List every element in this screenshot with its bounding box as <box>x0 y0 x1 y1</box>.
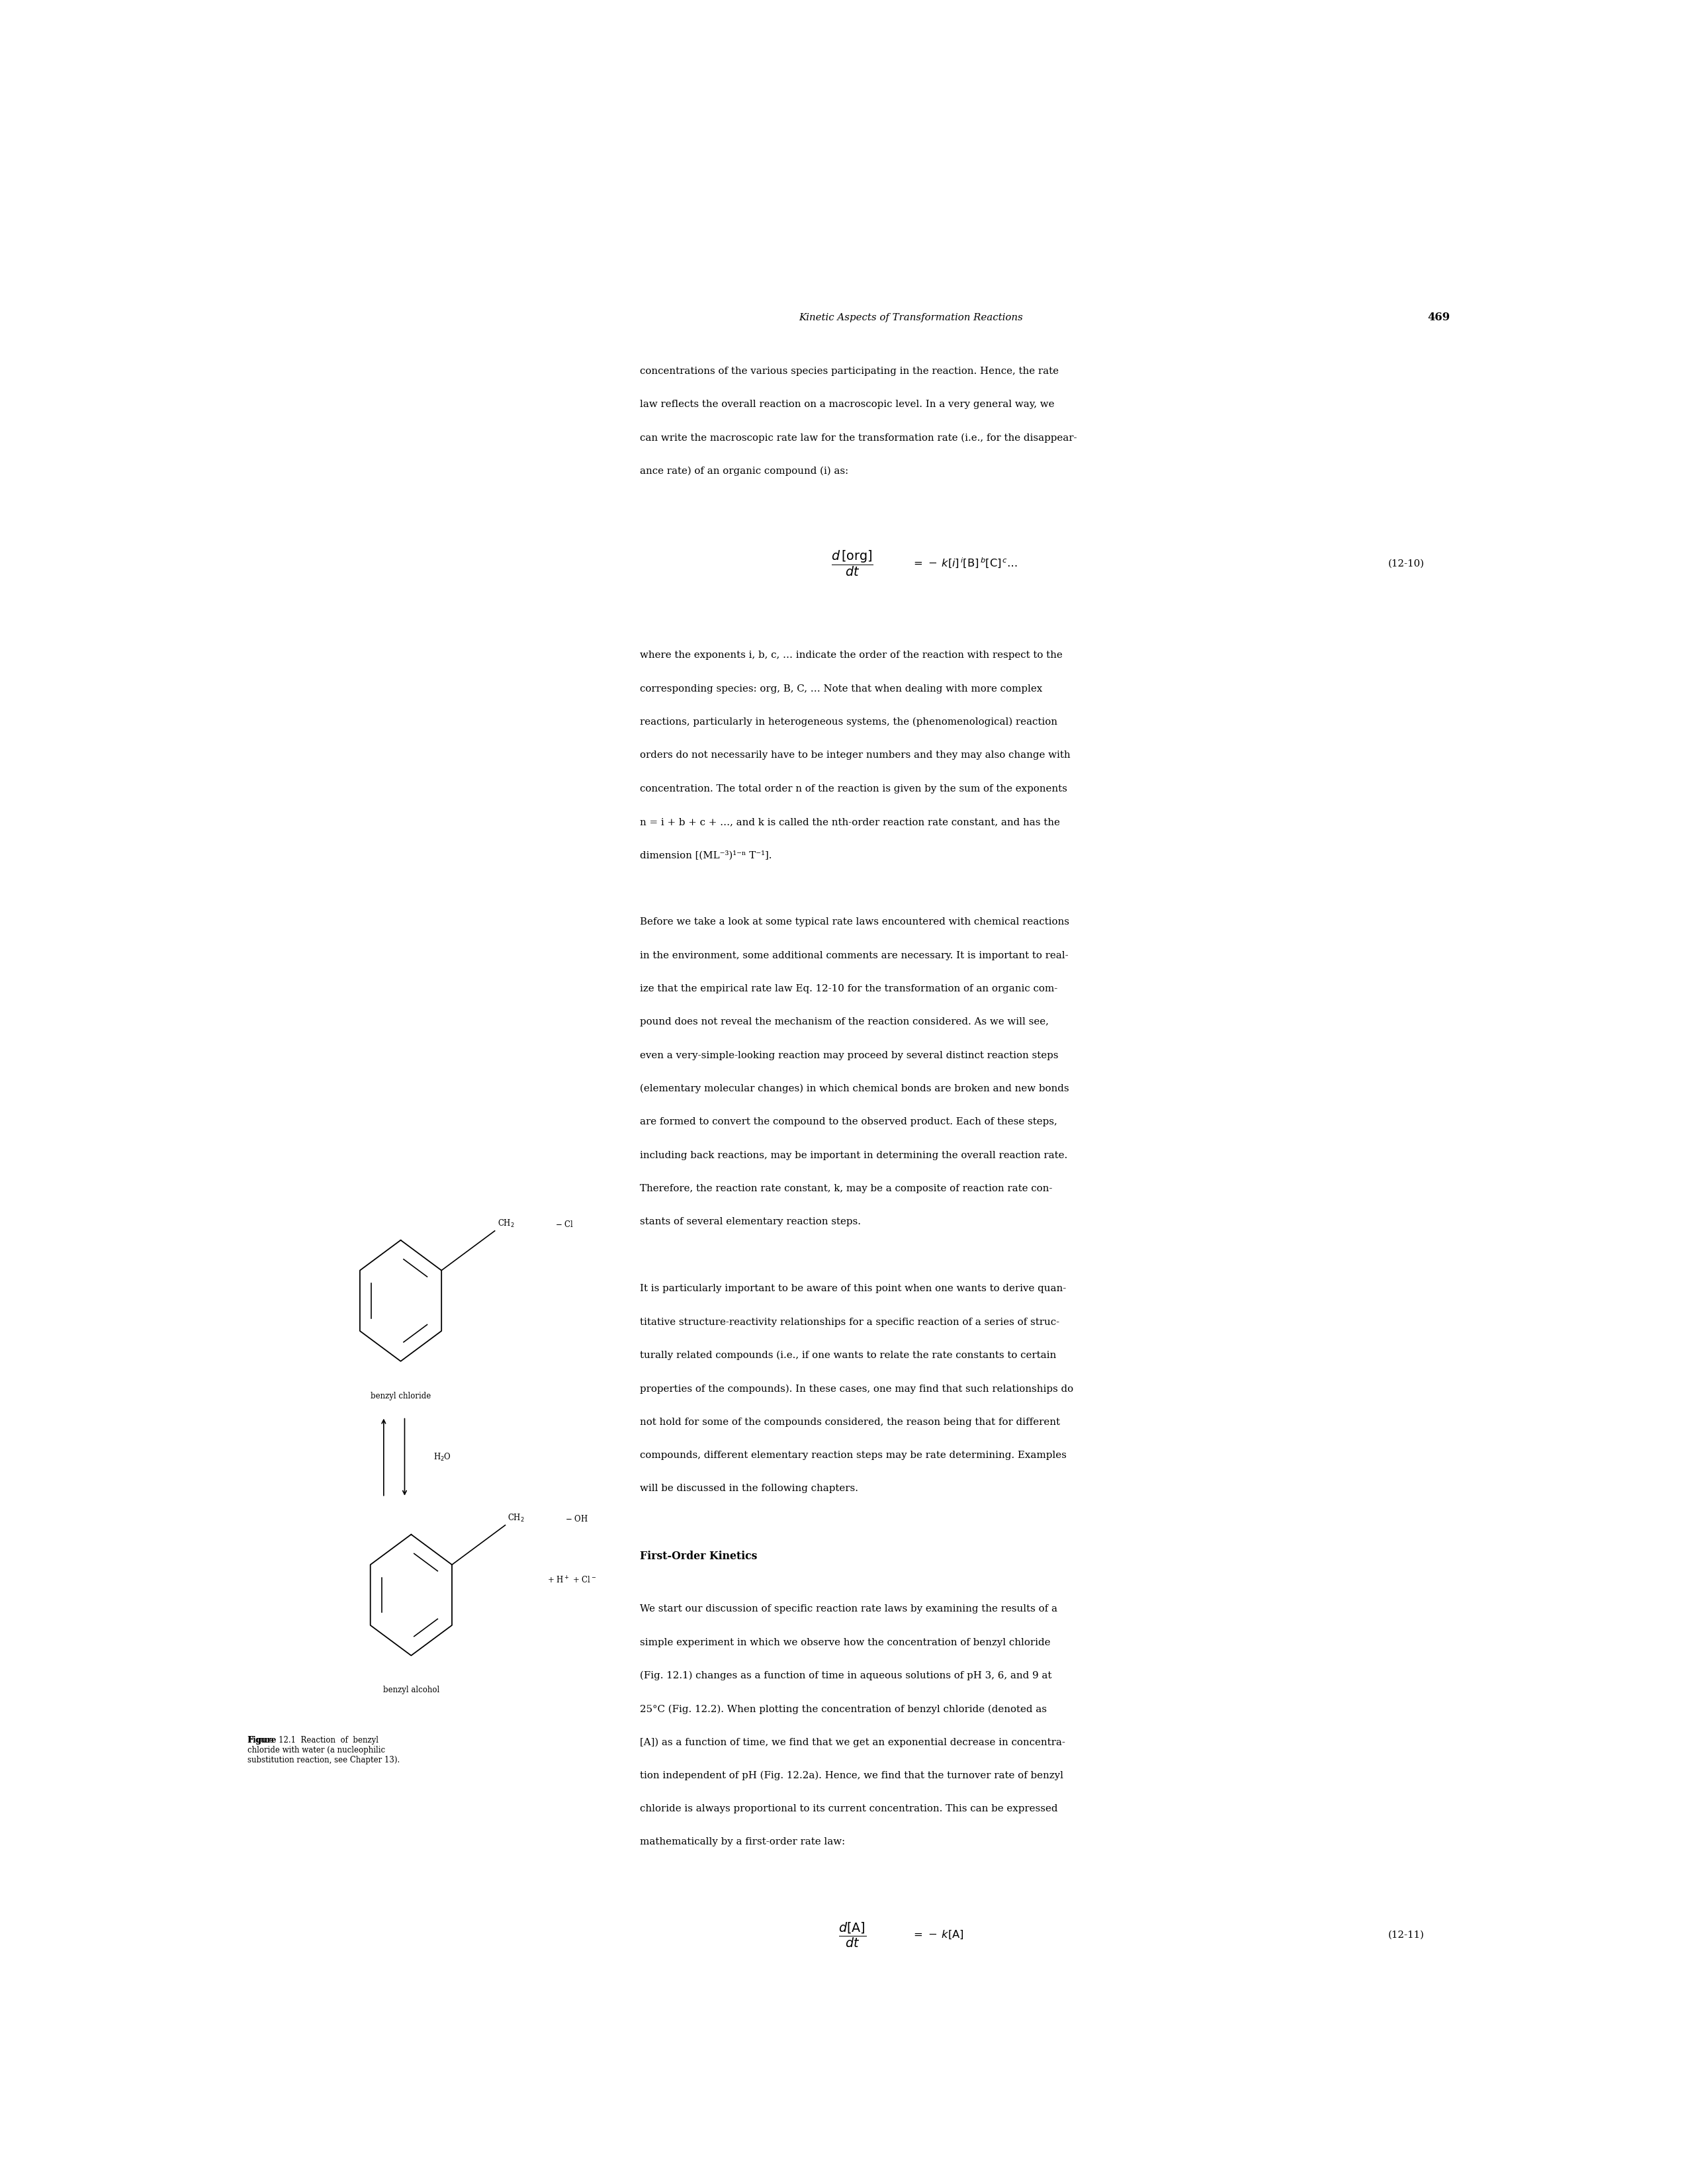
Text: are formed to convert the compound to the observed product. Each of these steps,: are formed to convert the compound to th… <box>640 1118 1057 1127</box>
Text: $\dfrac{d\,[\mathrm{org}]}{dt}$: $\dfrac{d\,[\mathrm{org}]}{dt}$ <box>830 548 873 579</box>
Text: will be discussed in the following chapters.: will be discussed in the following chapt… <box>640 1483 859 1494</box>
Text: turally related compounds (i.e., if one wants to relate the rate constants to ce: turally related compounds (i.e., if one … <box>640 1350 1057 1361</box>
Text: not hold for some of the compounds considered, the reason being that for differe: not hold for some of the compounds consi… <box>640 1417 1060 1426</box>
Text: even a very-simple-looking reaction may proceed by several distinct reaction ste: even a very-simple-looking reaction may … <box>640 1051 1058 1059</box>
Text: CH$_2$: CH$_2$ <box>498 1219 515 1230</box>
Text: where the exponents i, b, c, … indicate the order of the reaction with respect t: where the exponents i, b, c, … indicate … <box>640 651 1063 660</box>
Text: + H$^+$ + Cl$^-$: + H$^+$ + Cl$^-$ <box>547 1575 596 1586</box>
Text: concentrations of the various species participating in the reaction. Hence, the : concentrations of the various species pa… <box>640 367 1058 376</box>
Text: chloride is always proportional to its current concentration. This can be expres: chloride is always proportional to its c… <box>640 1804 1058 1813</box>
Text: concentration. The total order n of the reaction is given by the sum of the expo: concentration. The total order n of the … <box>640 784 1067 793</box>
Text: ance rate) of an organic compound (i) as:: ance rate) of an organic compound (i) as… <box>640 465 849 476</box>
Text: pound does not reveal the mechanism of the reaction considered. As we will see,: pound does not reveal the mechanism of t… <box>640 1018 1048 1026</box>
Text: Therefore, the reaction rate constant, k, may be a composite of reaction rate co: Therefore, the reaction rate constant, k… <box>640 1184 1053 1192</box>
Text: 25°C (Fig. 12.2). When plotting the concentration of benzyl chloride (denoted as: 25°C (Fig. 12.2). When plotting the conc… <box>640 1704 1047 1714</box>
Text: We start our discussion of specific reaction rate laws by examining the results : We start our discussion of specific reac… <box>640 1605 1058 1614</box>
Text: ize that the empirical rate law Eq. 12-10 for the transformation of an organic c: ize that the empirical rate law Eq. 12-1… <box>640 985 1058 994</box>
Text: tion independent of pH (Fig. 12.2a). Hence, we find that the turnover rate of be: tion independent of pH (Fig. 12.2a). Hen… <box>640 1771 1063 1780</box>
Text: benzyl alcohol: benzyl alcohol <box>383 1686 439 1695</box>
Text: (12-11): (12-11) <box>1389 1931 1425 1939</box>
Text: reactions, particularly in heterogeneous systems, the (phenomenological) reactio: reactions, particularly in heterogeneous… <box>640 719 1058 727</box>
Text: (elementary molecular changes) in which chemical bonds are broken and new bonds: (elementary molecular changes) in which … <box>640 1083 1069 1094</box>
Text: in the environment, some additional comments are necessary. It is important to r: in the environment, some additional comm… <box>640 950 1069 961</box>
Text: stants of several elementary reaction steps.: stants of several elementary reaction st… <box>640 1216 861 1227</box>
Text: (12-10): (12-10) <box>1389 559 1425 568</box>
Text: law reflects the overall reaction on a macroscopic level. In a very general way,: law reflects the overall reaction on a m… <box>640 400 1055 408</box>
Text: H$_2$O: H$_2$O <box>434 1452 451 1463</box>
Text: titative structure-reactivity relationships for a specific reaction of a series : titative structure-reactivity relationsh… <box>640 1317 1060 1326</box>
Text: $-$ OH: $-$ OH <box>565 1514 589 1524</box>
Text: [A]) as a function of time, we find that we get an exponential decrease in conce: [A]) as a function of time, we find that… <box>640 1738 1065 1747</box>
Text: simple experiment in which we observe how the concentration of benzyl chloride: simple experiment in which we observe ho… <box>640 1638 1050 1647</box>
Text: $-$ Cl: $-$ Cl <box>555 1221 574 1230</box>
Text: Figure  12.1  Reaction  of  benzyl
chloride with water (a nucleophilic
substitut: Figure 12.1 Reaction of benzyl chloride … <box>248 1736 400 1765</box>
Text: CH$_2$: CH$_2$ <box>508 1514 525 1524</box>
Text: compounds, different elementary reaction steps may be rate determining. Examples: compounds, different elementary reaction… <box>640 1450 1067 1459</box>
Text: First-Order Kinetics: First-Order Kinetics <box>640 1551 758 1562</box>
Text: can write the macroscopic rate law for the transformation rate (i.e., for the di: can write the macroscopic rate law for t… <box>640 432 1077 443</box>
Text: properties of the compounds). In these cases, one may find that such relationshi: properties of the compounds). In these c… <box>640 1385 1074 1393</box>
Text: orders do not necessarily have to be integer numbers and they may also change wi: orders do not necessarily have to be int… <box>640 751 1070 760</box>
Text: 469: 469 <box>1428 312 1450 323</box>
Text: n = i + b + c + …, and k is called the nth-order reaction rate constant, and has: n = i + b + c + …, and k is called the n… <box>640 817 1060 826</box>
Text: corresponding species: org, B, C, … Note that when dealing with more complex: corresponding species: org, B, C, … Note… <box>640 684 1043 695</box>
Text: mathematically by a first-order rate law:: mathematically by a first-order rate law… <box>640 1837 846 1848</box>
Text: Kinetic Aspects of Transformation Reactions: Kinetic Aspects of Transformation Reacti… <box>798 312 1023 323</box>
Text: Before we take a look at some typical rate laws encountered with chemical reacti: Before we take a look at some typical ra… <box>640 917 1070 926</box>
Text: $=\,-\,k[\mathrm{A}]$: $=\,-\,k[\mathrm{A}]$ <box>912 1928 964 1939</box>
Text: Figure: Figure <box>248 1736 277 1745</box>
Text: benzyl chloride: benzyl chloride <box>370 1391 430 1400</box>
Text: $=\,-\,k[i]^{\,i}[\mathrm{B}]^{\,b}[\mathrm{C}]^{\,c}\ldots$: $=\,-\,k[i]^{\,i}[\mathrm{B}]^{\,b}[\mat… <box>912 557 1018 570</box>
Text: (Fig. 12.1) changes as a function of time in aqueous solutions of pH 3, 6, and 9: (Fig. 12.1) changes as a function of tim… <box>640 1671 1052 1679</box>
Text: $\dfrac{d[\mathrm{A}]}{dt}$: $\dfrac{d[\mathrm{A}]}{dt}$ <box>837 1920 866 1948</box>
Text: dimension [(ML⁻³)¹⁻ⁿ T⁻¹].: dimension [(ML⁻³)¹⁻ⁿ T⁻¹]. <box>640 852 771 860</box>
Text: including back reactions, may be important in determining the overall reaction r: including back reactions, may be importa… <box>640 1151 1069 1160</box>
Text: It is particularly important to be aware of this point when one wants to derive : It is particularly important to be aware… <box>640 1284 1067 1293</box>
